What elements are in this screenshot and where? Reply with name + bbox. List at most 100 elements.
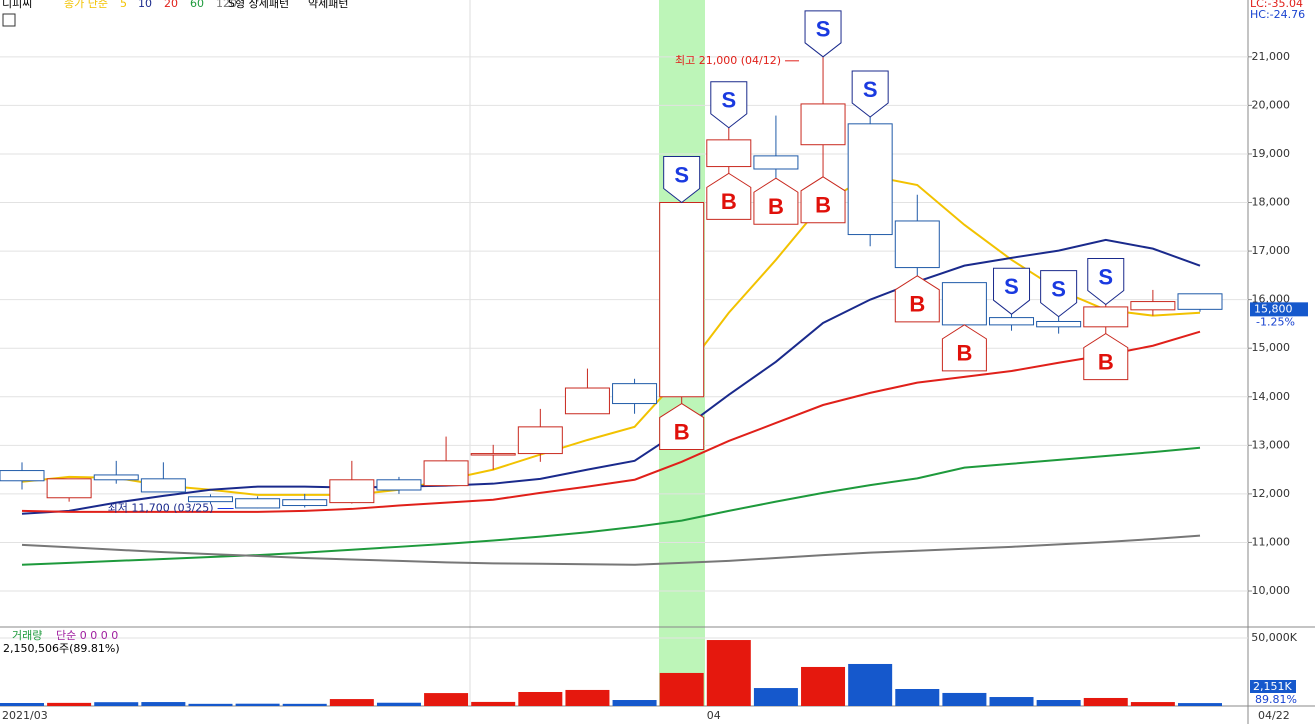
sell-marker	[993, 267, 1031, 315]
volume-bar	[376, 702, 421, 706]
volume-ratio: 89.81%	[1255, 693, 1297, 706]
volume-bar	[235, 703, 280, 706]
candle-body	[235, 498, 281, 509]
legend-entry: 20	[164, 0, 178, 10]
volume-bar	[1083, 697, 1128, 706]
sell-marker	[804, 10, 842, 58]
buy-marker	[941, 324, 987, 372]
y-tick-label: 13,000	[1252, 438, 1291, 451]
volume-bar	[942, 692, 987, 706]
buy-marker	[753, 177, 799, 225]
volume-bar	[895, 688, 940, 706]
sell-marker	[663, 156, 701, 204]
buy-marker	[706, 172, 752, 220]
buy-signal: B	[909, 292, 925, 317]
volume-legend: 단순 0 0 0 0	[56, 629, 118, 642]
y-tick-label: 14,000	[1252, 390, 1291, 403]
moving-average	[21, 238, 1201, 515]
candle-body	[376, 479, 422, 491]
volume-bar	[801, 666, 846, 706]
legend-prefix: 종가 단순	[64, 0, 108, 10]
candle-body	[894, 220, 940, 269]
sell-marker	[710, 81, 748, 129]
x-tick-label: 04	[707, 709, 721, 722]
volume-bar	[282, 703, 327, 706]
y-tick-label: 21,000	[1252, 50, 1291, 63]
y-tick-label: 10,000	[1252, 584, 1291, 597]
volume-bar	[1130, 702, 1175, 706]
buy-signal: B	[674, 419, 690, 444]
last-price: 15,800	[1254, 302, 1293, 315]
legend-entry: 60	[190, 0, 204, 10]
buy-signal: B	[956, 341, 972, 366]
y-tick-label: 20,000	[1252, 98, 1291, 111]
volume-bar	[612, 700, 657, 706]
y-tick-label: 18,000	[1252, 196, 1291, 209]
candle-body	[93, 474, 139, 481]
buy-marker	[1083, 333, 1129, 381]
buy-marker	[800, 176, 846, 224]
candle-body	[329, 479, 375, 504]
y-tick-label: 15,000	[1252, 341, 1291, 354]
buy-signal: B	[768, 194, 784, 219]
sell-signal: S	[816, 17, 831, 42]
y-tick-label: 11,000	[1252, 535, 1291, 548]
candle-body	[706, 139, 752, 168]
sell-signal: S	[1051, 276, 1066, 301]
y-tick-label: 50,000K	[1251, 631, 1297, 644]
candle-body	[1130, 301, 1176, 311]
sell-signal: S	[1004, 274, 1019, 299]
volume-bar	[518, 691, 563, 706]
candle-body	[1083, 306, 1129, 328]
candle-body	[0, 470, 45, 482]
price-box	[1250, 302, 1308, 317]
pattern-label: S형 상세패턴	[228, 0, 289, 10]
x-tick-label: 2021/03	[2, 709, 48, 722]
candle-body	[140, 478, 186, 493]
low-note: 최저 11,700 (03/25)	[108, 501, 214, 514]
sell-signal: S	[721, 88, 736, 113]
top-right-label: LC:-35.04	[1250, 0, 1303, 10]
volume-summary: 2,150,506주(89.81%)	[3, 642, 120, 655]
volume-bar	[188, 703, 233, 706]
volume-bar	[1036, 700, 1081, 706]
sell-signal: S	[674, 162, 689, 187]
candle-body	[282, 499, 328, 507]
legend-entry: 120	[216, 0, 237, 10]
pattern-label: 약세패턴	[308, 0, 348, 10]
candle-body	[1036, 320, 1082, 328]
volume-bar	[848, 663, 893, 706]
buy-signal: B	[815, 193, 831, 218]
high-note: 최고 21,000 (04/12)	[675, 54, 781, 67]
legend-entry: 10	[138, 0, 152, 10]
sell-marker	[1040, 270, 1078, 318]
sell-signal: S	[1098, 264, 1113, 289]
sell-signal: S	[863, 77, 878, 102]
y-tick-label: 19,000	[1252, 147, 1291, 160]
buy-signal: B	[721, 189, 737, 214]
moving-average	[21, 534, 1201, 566]
buy-marker	[894, 275, 940, 323]
volume-box	[1250, 680, 1296, 693]
sell-marker	[851, 70, 889, 118]
volume-bar	[706, 640, 751, 706]
volume-bar	[1178, 703, 1222, 706]
buy-marker	[659, 402, 705, 451]
title: 디피씨	[2, 0, 32, 10]
volume-bar	[989, 697, 1034, 706]
table-icon	[2, 13, 16, 27]
candle-body	[612, 383, 658, 405]
volume-bar	[0, 703, 44, 706]
volume-bar	[47, 702, 92, 706]
volume-bar	[565, 689, 610, 706]
moving-average	[21, 174, 1201, 496]
candle-body	[46, 478, 92, 499]
legend-entry: 5	[120, 0, 127, 10]
candle-body	[753, 155, 799, 170]
last-change: -1.25%	[1256, 315, 1295, 328]
candle-body	[800, 103, 846, 146]
top-right-label: HC:-24.76	[1250, 8, 1305, 21]
candle-body	[659, 202, 705, 398]
x-tick-label: 04/22	[1258, 709, 1290, 722]
